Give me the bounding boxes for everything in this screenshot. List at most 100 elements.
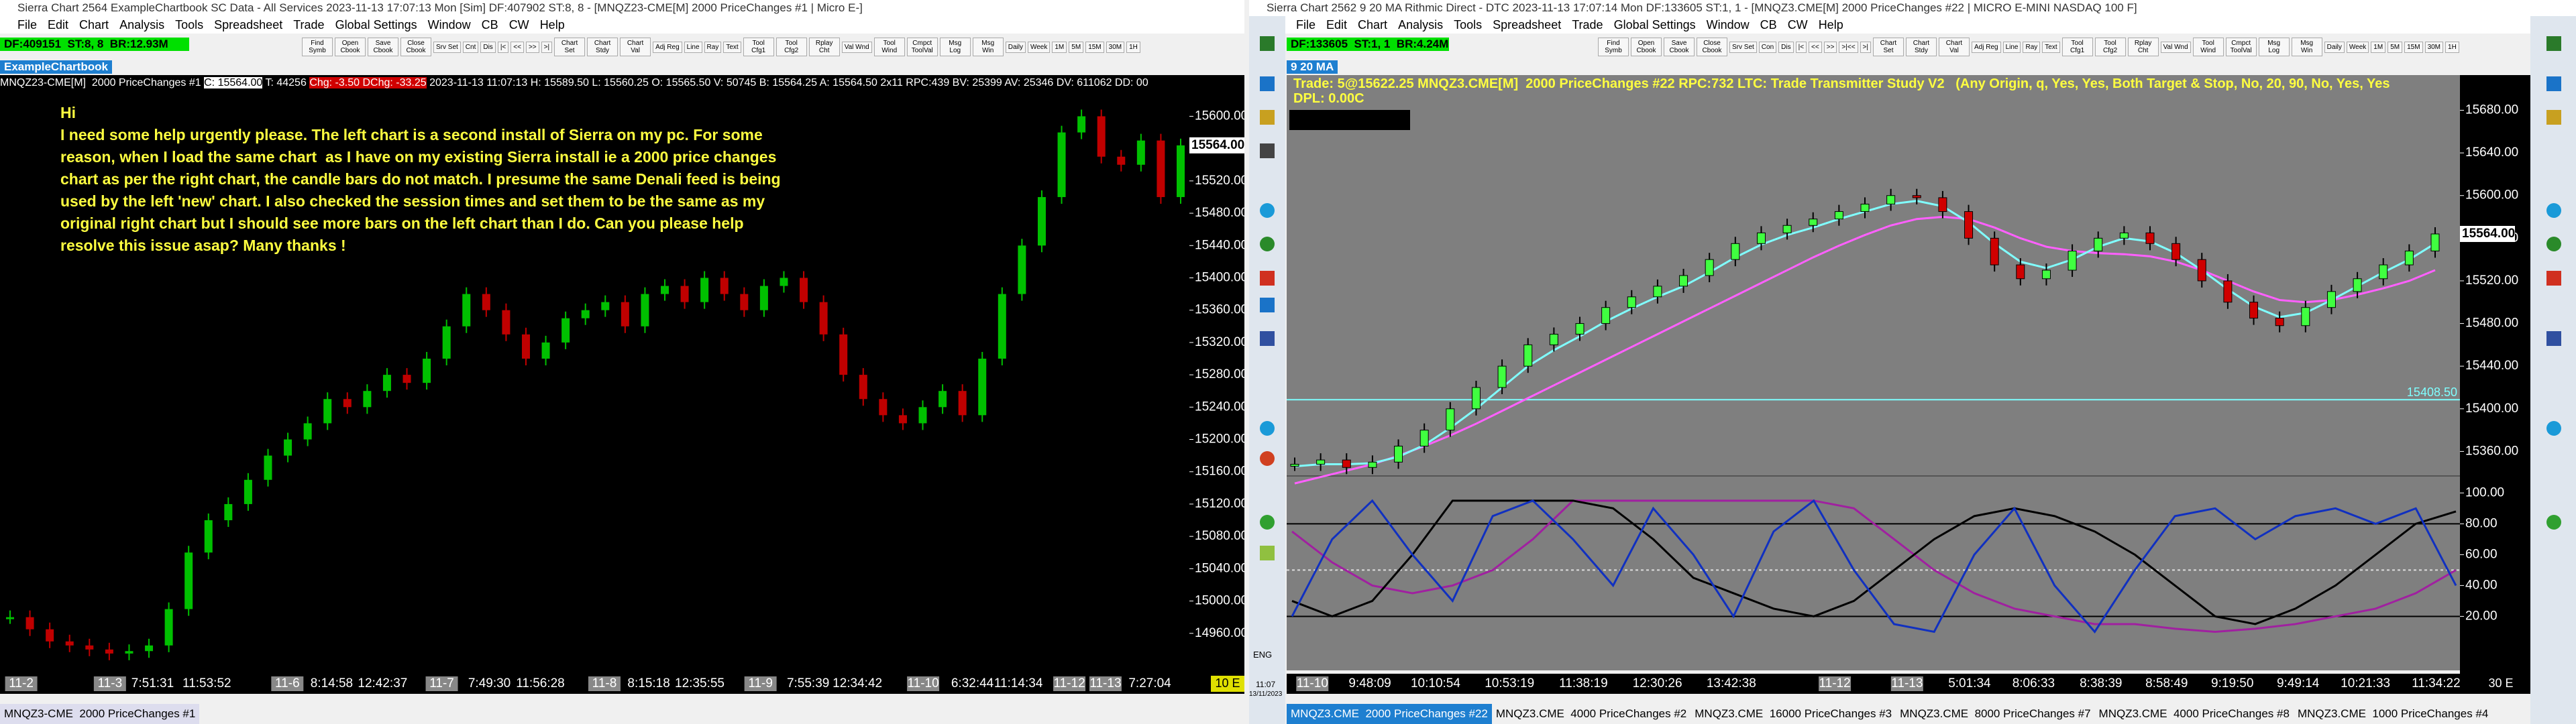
toolbar-button[interactable]: Msg Log [2258, 38, 2290, 56]
toolbar-button[interactable]: Open Cbook [335, 38, 366, 56]
toolbar-button[interactable]: Week [1027, 41, 1051, 53]
toolbar-button[interactable]: Text [723, 41, 741, 53]
toolbar-button[interactable]: Chart Set [554, 38, 586, 56]
toolbar-button[interactable]: Find Symb [302, 38, 333, 56]
menu-item[interactable]: Trade [1572, 18, 1603, 32]
toolbar-button[interactable]: >> [1823, 41, 1837, 53]
toolbar-button[interactable]: |< [1795, 41, 1807, 53]
toolbar-button[interactable]: Chart Val [620, 38, 651, 56]
bottom-tab[interactable]: MNQZ3.CME 1000 PriceChanges #4 [2297, 707, 2489, 720]
toolbar-button[interactable]: Line [2002, 41, 2021, 53]
toolbar-button[interactable]: Rplay Cht [2127, 38, 2159, 56]
menu-item[interactable]: Analysis [1398, 18, 1444, 32]
toolbar-button[interactable]: Close Cbook [1697, 38, 1727, 56]
bottom-tab[interactable]: MNQZ3.CME 16000 PriceChanges #3 [1695, 707, 1892, 720]
toolbar-button[interactable]: Tool Wind [2192, 38, 2224, 56]
toolbar-button[interactable]: << [1809, 41, 1822, 53]
toolbar-button[interactable]: 30M [1106, 41, 1125, 53]
toolbar-button[interactable]: Week [2346, 41, 2369, 53]
menu-item[interactable]: Tools [1454, 18, 1483, 32]
toolbar-button[interactable]: >| [1860, 41, 1871, 53]
menu-item[interactable]: Tools [175, 18, 204, 32]
toolbar-button[interactable]: Srv Set [433, 41, 461, 53]
menu-item[interactable]: Help [1818, 18, 1843, 32]
toolbar-button[interactable]: Close Cbook [400, 38, 431, 56]
toolbar-button[interactable]: >> [525, 41, 539, 53]
toolbar-button[interactable]: Msg Log [939, 38, 971, 56]
menu-item[interactable]: CW [508, 18, 529, 32]
toolbar-button[interactable]: 1H [1126, 41, 1140, 53]
toolbar-button[interactable]: |< [497, 41, 509, 53]
menu-item[interactable]: Help [539, 18, 565, 32]
toolbar-button[interactable]: Val Wnd [841, 41, 872, 53]
toolbar-button[interactable]: Daily [1005, 41, 1026, 53]
menu-item[interactable]: Analysis [119, 18, 165, 32]
toolbar-button[interactable]: Daily [2324, 41, 2345, 53]
menu-item[interactable]: Trade [293, 18, 325, 32]
menu-item[interactable]: File [17, 18, 38, 32]
toolbar-button[interactable]: Adj Reg [1971, 41, 2001, 53]
menu-item[interactable]: File [1296, 18, 1316, 32]
toolbar-button[interactable]: Adj Reg [653, 41, 682, 53]
toolbar-button[interactable]: Ray [704, 41, 722, 53]
toolbar-button[interactable]: 15M [2404, 41, 2423, 53]
toolbar-button[interactable]: Cnt [462, 41, 479, 53]
menu-item[interactable]: Global Settings [335, 18, 417, 32]
menu-item[interactable]: Chart [1358, 18, 1388, 32]
menu-item[interactable]: CB [481, 18, 498, 32]
toolbar-button[interactable]: Tool Cfg1 [743, 38, 774, 56]
menu-item[interactable]: Edit [48, 18, 69, 32]
toolbar-button[interactable]: >|<< [1839, 41, 1858, 53]
toolbar-button[interactable]: 1M [2371, 41, 2386, 53]
toolbar-button[interactable]: Msg Win [2291, 38, 2322, 56]
toolbar-button[interactable]: Cmpct ToolVal [906, 38, 938, 56]
bottom-tab[interactable]: MNQZ3.CME 4000 PriceChanges #2 [1495, 707, 1687, 720]
bottom-tab[interactable]: MNQZ3-CME 2000 PriceChanges #1 [0, 704, 200, 724]
menu-item[interactable]: Chart [79, 18, 109, 32]
toolbar-button[interactable]: Chart Set [1872, 38, 1904, 56]
toolbar-button[interactable]: << [511, 41, 524, 53]
toolbar-button[interactable]: Line [684, 41, 702, 53]
toolbar-button[interactable]: Save Cbook [1664, 38, 1695, 56]
toolbar-button[interactable]: 30M [2424, 41, 2444, 53]
toolbar-button[interactable]: Save Cbook [368, 38, 398, 56]
toolbar-button[interactable]: Dis [480, 41, 496, 53]
bottom-tab[interactable]: MNQZ3.CME 2000 PriceChanges #22 [1287, 704, 1492, 724]
toolbar-button[interactable]: Dis [1778, 41, 1794, 53]
toolbar-button[interactable]: Chart Stdy [587, 38, 619, 56]
toolbar-button[interactable]: Rplay Cht [808, 38, 840, 56]
menu-item[interactable]: Spreadsheet [1493, 18, 1562, 32]
toolbar-button[interactable]: Find Symb [1598, 38, 1629, 56]
menu-item[interactable]: Global Settings [1613, 18, 1696, 32]
menu-item[interactable]: Edit [1326, 18, 1348, 32]
menu-item[interactable]: Window [1706, 18, 1750, 32]
menu-item[interactable]: CW [1787, 18, 1808, 32]
toolbar-button[interactable]: Cmpct ToolVal [2225, 38, 2257, 56]
menu-item[interactable]: Spreadsheet [214, 18, 283, 32]
toolbar-button[interactable]: >| [541, 41, 553, 53]
toolbar-button[interactable]: 15M [1085, 41, 1104, 53]
bottom-tab[interactable]: MNQZ3.CME 4000 PriceChanges #8 [2098, 707, 2290, 720]
toolbar-button[interactable]: Tool Cfg2 [2094, 38, 2126, 56]
menu-item[interactable]: CB [1760, 18, 1777, 32]
toolbar-button[interactable]: 1M [1052, 41, 1067, 53]
toolbar-button[interactable]: Tool Cfg2 [775, 38, 807, 56]
toolbar-button[interactable]: Chart Stdy [1905, 38, 1937, 56]
toolbar-button[interactable]: Tool Cfg1 [2061, 38, 2093, 56]
chartbook-tab[interactable]: ExampleChartbook [0, 60, 112, 74]
toolbar-button[interactable]: Text [2042, 41, 2060, 53]
toolbar-button[interactable]: 5M [2387, 41, 2403, 53]
toolbar-button[interactable]: Srv Set [1729, 41, 1757, 53]
toolbar-button[interactable]: 1H [2445, 41, 2459, 53]
menu-item[interactable]: Window [427, 18, 471, 32]
bottom-tab[interactable]: MNQZ3.CME 8000 PriceChanges #7 [1900, 707, 2091, 720]
chartbook-tab[interactable]: 9 20 MA [1287, 60, 1338, 74]
toolbar-button[interactable]: Con [1758, 41, 1777, 53]
toolbar-button[interactable]: Open Cbook [1631, 38, 1662, 56]
toolbar-button[interactable]: Chart Val [1938, 38, 1970, 56]
toolbar-button[interactable]: Msg Win [972, 38, 1004, 56]
toolbar-button[interactable]: Val Wnd [2160, 41, 2191, 53]
toolbar-button[interactable]: Ray [2023, 41, 2041, 53]
toolbar-button[interactable]: Tool Wind [873, 38, 905, 56]
toolbar-button[interactable]: 5M [1069, 41, 1084, 53]
